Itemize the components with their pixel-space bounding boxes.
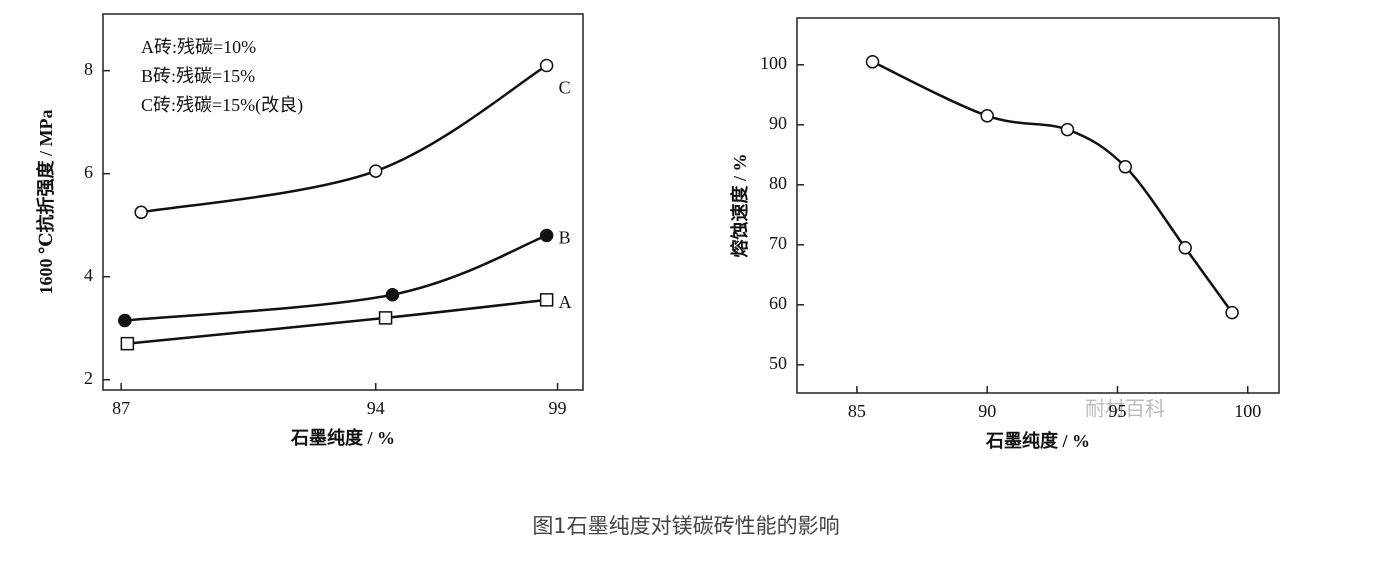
point — [539, 228, 554, 243]
series-line — [140, 64, 548, 214]
series-line — [872, 60, 1234, 314]
y-axis-label: 1600 ℃抗折强度 / MPa — [35, 109, 56, 294]
x-tick-label: 90 — [978, 401, 996, 421]
point — [118, 313, 132, 328]
legend-note: B砖:残碳=15% — [141, 66, 255, 86]
x-tick-label: 85 — [848, 401, 866, 421]
plot-frame — [796, 17, 1280, 394]
series-label: B — [559, 228, 571, 248]
y-tick-label: 6 — [84, 162, 93, 182]
y-tick-label: 100 — [760, 53, 787, 73]
y-tick-label: 4 — [84, 265, 93, 285]
point — [865, 55, 880, 69]
point — [134, 205, 148, 220]
legend-note: A砖:残碳=10% — [141, 37, 256, 57]
x-tick-label: 94 — [367, 398, 385, 418]
point — [1178, 241, 1192, 255]
series-label: C — [559, 78, 571, 98]
point — [1060, 122, 1075, 137]
point — [1225, 305, 1239, 320]
point — [539, 58, 554, 73]
point — [378, 311, 393, 325]
series-label: A — [559, 292, 572, 312]
y-axis-label: 熔蚀速度 / % — [729, 153, 750, 257]
y-tick-label: 50 — [769, 353, 787, 373]
y-tick-label: 60 — [769, 293, 787, 313]
y-tick-label: 90 — [769, 113, 787, 133]
series-line — [124, 234, 548, 322]
legend-note: C砖:残碳=15%(改良) — [141, 95, 303, 116]
point — [539, 293, 554, 307]
plot-frame — [102, 13, 584, 391]
point — [1118, 160, 1133, 174]
series-line — [127, 298, 547, 345]
y-tick-label: 80 — [769, 173, 787, 193]
y-tick-label: 8 — [84, 59, 93, 79]
watermark: 耐材百科 — [1085, 397, 1165, 421]
x-tick-label: 95 — [1108, 401, 1126, 421]
x-tick-label: 99 — [549, 398, 567, 418]
point — [368, 164, 383, 178]
x-tick-label: 87 — [112, 398, 130, 418]
point — [120, 336, 135, 351]
y-tick-label: 70 — [769, 233, 787, 253]
point — [980, 109, 994, 123]
x-axis-label: 石墨纯度 / % — [985, 430, 1090, 451]
y-tick-label: 2 — [84, 368, 93, 388]
point — [385, 287, 400, 302]
caption: 图1石墨纯度对镁碳砖性能的影响 — [532, 514, 839, 538]
x-axis-label: 石墨纯度 / % — [290, 427, 395, 448]
x-tick-label: 100 — [1234, 401, 1261, 421]
